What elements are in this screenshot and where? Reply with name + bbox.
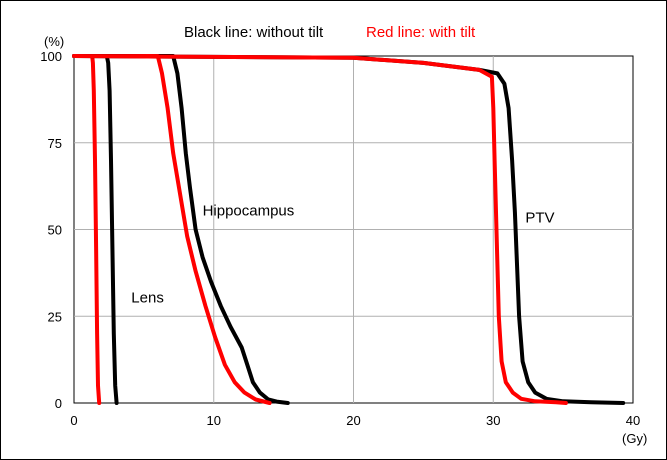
chart-title: Black line: without tilt Red line: with … <box>184 24 476 41</box>
x-tick-label: 10 <box>207 413 221 428</box>
x-axis-unit-label: (Gy) <box>622 431 647 446</box>
red-dvh-curve-5 <box>72 54 568 405</box>
y-tick-label: 25 <box>48 309 62 324</box>
tick-labels: 0 10 20 30 40 0 25 50 75 100 <box>40 49 640 428</box>
x-tick-label: 40 <box>626 413 640 428</box>
title-black-line-label: Black line: without tilt <box>184 24 324 41</box>
title-red-line-label: Red line: with tilt <box>366 24 476 41</box>
black-dvh-curve-2 <box>72 54 290 405</box>
y-tick-label: 50 <box>48 223 62 238</box>
y-tick-label: 0 <box>55 396 62 411</box>
x-tick-label: 0 <box>70 413 77 428</box>
y-axis-unit-label: (%) <box>44 34 64 49</box>
annotation-hippocampus: Hippocampus <box>203 203 295 220</box>
grid-lines <box>74 56 633 403</box>
y-tick-label: 75 <box>48 136 62 151</box>
red-dvh-curve-1 <box>72 54 102 405</box>
curve-annotations: Hippocampus PTV Lens <box>131 203 554 307</box>
y-tick-label: 100 <box>40 49 62 64</box>
red-dvh-curve-3 <box>72 54 272 405</box>
x-tick-label: 30 <box>486 413 500 428</box>
annotation-lens: Lens <box>131 289 164 306</box>
series-lines <box>72 54 626 405</box>
black-dvh-curve-0 <box>72 54 119 405</box>
annotation-ptv: PTV <box>525 210 554 227</box>
x-tick-label: 20 <box>346 413 360 428</box>
